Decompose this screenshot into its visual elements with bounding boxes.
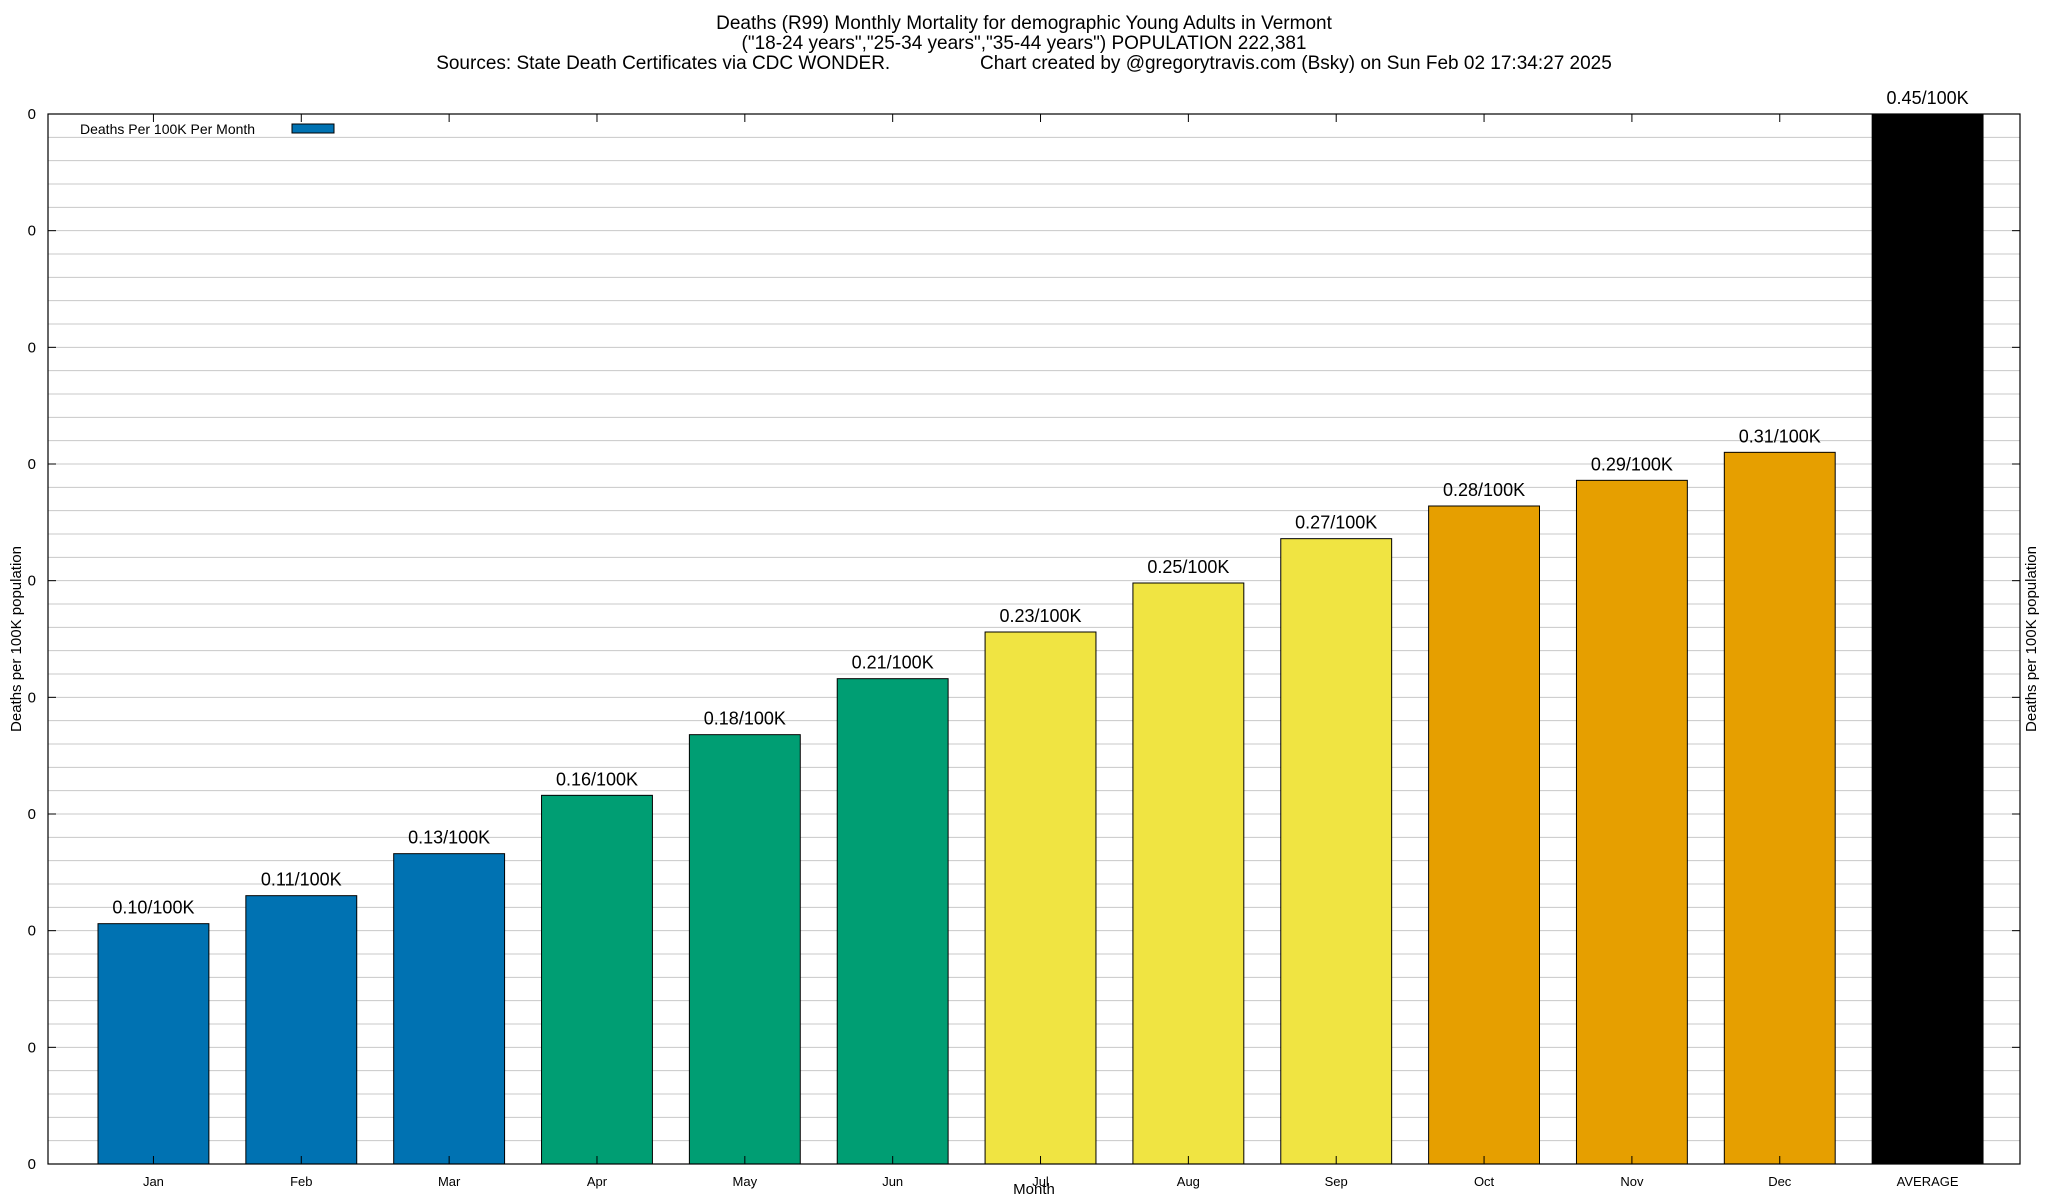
data-label-jul: 0.23/100K <box>999 606 1081 626</box>
bar-jul <box>984 631 1097 1165</box>
x-tick-label-aug: Aug <box>1177 1174 1200 1189</box>
y-axis-ticks: 0 0 0 0 0 0 0 0 0 0 <box>28 106 2020 1173</box>
data-label-mar: 0.13/100K <box>408 828 490 848</box>
x-axis-label: Month <box>1013 1181 1055 1198</box>
y-tick-label: 0 <box>28 339 36 356</box>
data-label-may: 0.18/100K <box>704 709 786 729</box>
data-label-sep: 0.27/100K <box>1295 513 1377 533</box>
data-label-nov: 0.29/100K <box>1591 454 1673 474</box>
y-tick-label: 0 <box>28 106 36 123</box>
y-axis-label-left: Deaths per 100K population <box>8 546 25 732</box>
data-label-apr: 0.16/100K <box>556 769 638 789</box>
bar-sep <box>1280 538 1393 1165</box>
y-axis-label-right: Deaths per 100K population <box>2023 546 2040 732</box>
chart-subtitle: ("18-24 years","25-34 years","35-44 year… <box>741 33 1307 54</box>
bar-average <box>1871 113 1984 1165</box>
y-tick-label: 0 <box>28 223 36 240</box>
bar-dec <box>1723 451 1836 1165</box>
data-label-oct: 0.28/100K <box>1443 480 1525 500</box>
data-label-jan: 0.10/100K <box>112 898 194 918</box>
x-tick-label-sep: Sep <box>1325 1174 1348 1189</box>
data-label-average: 0.45/100K <box>1887 88 1969 108</box>
chart-title: Deaths (R99) Monthly Mortality for demog… <box>716 13 1332 34</box>
y-tick-label: 0 <box>28 923 36 940</box>
x-tick-label-may: May <box>733 1174 758 1189</box>
y-tick-label: 0 <box>28 806 36 823</box>
y-tick-label: 0 <box>28 573 36 590</box>
x-tick-label-jun: Jun <box>882 1174 903 1189</box>
x-tick-label-jul: Jul <box>1032 1174 1049 1189</box>
y-tick-label: 0 <box>28 1039 36 1056</box>
x-tick-label-mar: Mar <box>438 1174 461 1189</box>
bar-jun <box>836 678 949 1165</box>
data-labels: 0.10/100K 0.11/100K 0.13/100K 0.16/100K 0.18… <box>112 88 1968 918</box>
bar-aug <box>1132 582 1245 1165</box>
data-label-aug: 0.25/100K <box>1147 557 1229 577</box>
bar-nov <box>1575 479 1688 1165</box>
x-tick-label-average: AVERAGE <box>1897 1174 1959 1189</box>
bars <box>97 113 1984 1165</box>
plot-frame <box>47 113 2021 1165</box>
x-tick-label-nov: Nov <box>1620 1174 1644 1189</box>
data-label-feb: 0.11/100K <box>261 870 342 890</box>
bar-feb <box>245 895 358 1165</box>
chart-source-line: Sources: State Death Certificates via CD… <box>0 54 2048 74</box>
y-tick-label: 0 <box>28 689 36 706</box>
x-tick-label-feb: Feb <box>290 1174 312 1189</box>
x-tick-label-apr: Apr <box>587 1174 608 1189</box>
chart-credit: Chart created by @gregorytravis.com (Bsk… <box>979 53 1612 74</box>
chart-sources: Sources: State Death Certificates via CD… <box>436 53 891 74</box>
bar-apr <box>541 794 653 1165</box>
legend-label: Deaths Per 100K Per Month <box>80 121 255 137</box>
y-tick-label: 0 <box>28 456 36 473</box>
x-axis-ticks: Jan Feb Mar Apr May Jun Jul Aug Sep Oct Nov Dec AVER… <box>143 114 1959 1189</box>
legend-swatch <box>291 123 335 134</box>
x-tick-label-jan: Jan <box>143 1174 164 1189</box>
bar-oct <box>1428 505 1540 1165</box>
chart-titles: Deaths (R99) Monthly Mortality for demog… <box>0 14 2048 74</box>
x-tick-label-dec: Dec <box>1768 1174 1792 1189</box>
bar-may <box>688 734 801 1165</box>
data-label-dec: 0.31/100K <box>1739 426 1821 446</box>
bar-mar <box>393 853 506 1165</box>
y-tick-label: 0 <box>28 1156 36 1173</box>
data-label-jun: 0.21/100K <box>852 653 934 673</box>
bar-jan <box>97 923 210 1165</box>
x-tick-label-oct: Oct <box>1474 1174 1495 1189</box>
legend: Deaths Per 100K Per Month <box>80 121 335 137</box>
